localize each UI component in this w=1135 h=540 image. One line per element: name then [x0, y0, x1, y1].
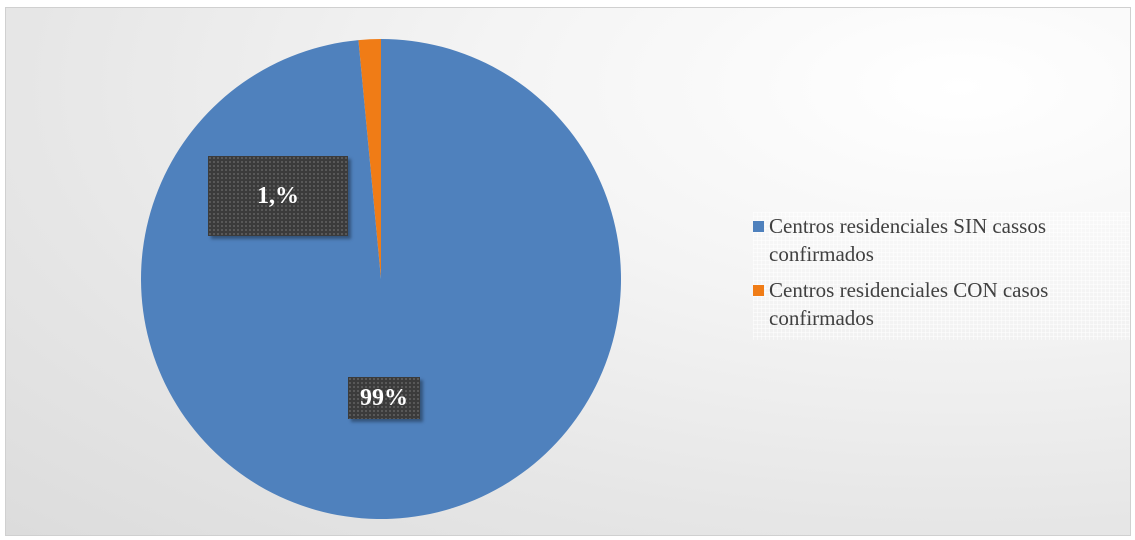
pie-slice-con-casos: [358, 39, 381, 279]
legend-swatch-sin-casos: [753, 221, 764, 232]
legend-item-con-casos: Centros residenciales CON casos confirma…: [753, 276, 1130, 332]
legend-item-sin-casos: Centros residenciales SIN cassos confirm…: [753, 212, 1130, 268]
chart-area: 1,% 99% Centros residenciales SIN cassos…: [5, 7, 1131, 536]
legend-swatch-con-casos: [753, 285, 764, 296]
legend-label-sin-casos: Centros residenciales SIN cassos confirm…: [769, 214, 1047, 266]
data-label-con-casos: 1,%: [208, 156, 348, 236]
data-label-sin-casos: 99%: [348, 377, 420, 419]
pie-slice-sin-casos: [140, 39, 621, 519]
legend-label-con-casos: Centros residenciales CON casos confirma…: [769, 278, 1049, 330]
legend: Centros residenciales SIN cassos confirm…: [753, 212, 1130, 340]
